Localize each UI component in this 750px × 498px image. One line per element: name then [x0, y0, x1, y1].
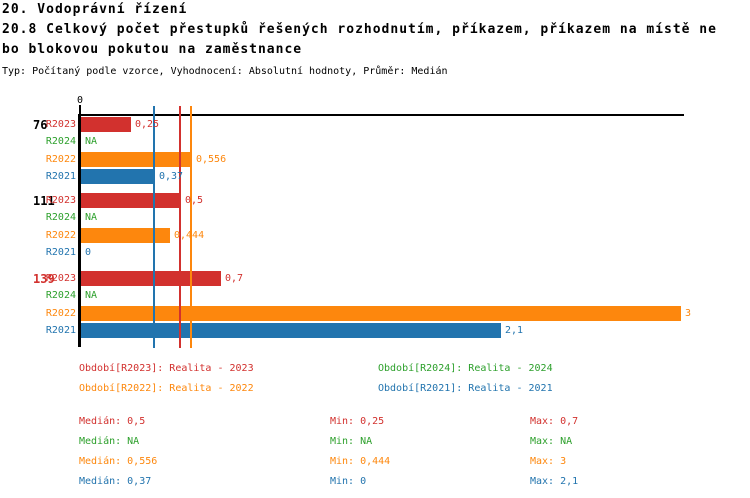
stat-min-r2023: Min: 0,25	[330, 416, 385, 427]
stat-median-r2021: Medián: 0,37	[79, 476, 152, 487]
stat-max-r2022: Max: 3	[530, 456, 567, 467]
bar-value-label: 2,1	[505, 325, 524, 336]
x-axis-zero-label: 0	[76, 95, 84, 106]
chart-meta-line: Typ: Počítaný podle vzorce, Vyhodnocení:…	[2, 66, 448, 77]
bar-row-label-r2021: R2021	[45, 325, 76, 336]
group-label: 111	[33, 194, 55, 208]
bar-r2022	[81, 152, 192, 167]
median-line-r2022	[190, 106, 192, 348]
bar-value-label: 0	[85, 247, 92, 258]
group-label: 139	[33, 272, 55, 286]
bar-chart-plot-area: 0 76 R2023 0,25 R2024 NA R2022 0,556 R2021 0,37 11…	[33, 95, 692, 348]
bar-value-label: 0,556	[196, 154, 227, 165]
x-axis-zero-tick	[79, 105, 81, 114]
bar-row-label-r2022: R2022	[45, 154, 76, 165]
bar-value-label: 3	[685, 308, 692, 319]
chart-subtitle-line2: bo blokovou pokutou na zaměstnance	[2, 42, 303, 57]
legend-item-r2024: Období[R2024]: Realita - 2024	[378, 363, 553, 374]
bar-value-label: 0,444	[174, 230, 205, 241]
stat-max-r2024: Max: NA	[530, 436, 573, 447]
legend-item-r2022: Období[R2022]: Realita - 2022	[79, 383, 254, 394]
median-line-r2021	[153, 106, 155, 348]
bar-r2021	[81, 323, 501, 338]
y-axis-line	[78, 114, 81, 347]
bar-value-label: NA	[85, 290, 98, 301]
bar-row-label-r2023: R2023	[45, 273, 76, 284]
legend-item-r2021: Období[R2021]: Realita - 2021	[378, 383, 553, 394]
bar-row-label-r2023: R2023	[45, 195, 76, 206]
bar-r2023	[81, 271, 221, 286]
bar-r2023	[81, 117, 131, 132]
stat-median-r2024: Medián: NA	[79, 436, 140, 447]
page-title: 20. Vodoprávní řízení	[2, 2, 188, 17]
stat-median-r2022: Medián: 0,556	[79, 456, 158, 467]
bar-value-label: 0,7	[225, 273, 244, 284]
bar-value-label: NA	[85, 136, 98, 147]
bar-row-label-r2021: R2021	[45, 247, 76, 258]
stat-min-r2022: Min: 0,444	[330, 456, 391, 467]
chart-subtitle-line1: 20.8 Celkový počet přestupků řešených ro…	[2, 22, 717, 37]
bar-value-label: 0,5	[185, 195, 204, 206]
bar-row-label-r2022: R2022	[45, 308, 76, 319]
stat-median-r2023: Medián: 0,5	[79, 416, 146, 427]
bar-r2022	[81, 228, 170, 243]
bar-row-label-r2024: R2024	[45, 290, 76, 301]
bar-value-label: NA	[85, 212, 98, 223]
bar-row-label-r2023: R2023	[45, 119, 76, 130]
stat-min-r2021: Min: 0	[330, 476, 367, 487]
bar-row-label-r2022: R2022	[45, 230, 76, 241]
median-line-r2023	[179, 106, 181, 348]
bar-value-label: 0,37	[159, 171, 184, 182]
bar-row-label-r2024: R2024	[45, 136, 76, 147]
stat-min-r2024: Min: NA	[330, 436, 373, 447]
stat-max-r2023: Max: 0,7	[530, 416, 579, 427]
bar-r2021	[81, 169, 155, 184]
x-axis-line	[80, 114, 684, 116]
bar-row-label-r2024: R2024	[45, 212, 76, 223]
bar-row-label-r2021: R2021	[45, 171, 76, 182]
bar-r2023	[81, 193, 181, 208]
bar-value-label: 0,25	[135, 119, 160, 130]
legend-item-r2023: Období[R2023]: Realita - 2023	[79, 363, 254, 374]
group-label: 76	[33, 118, 48, 132]
bar-r2022	[81, 306, 681, 321]
stat-max-r2021: Max: 2,1	[530, 476, 579, 487]
